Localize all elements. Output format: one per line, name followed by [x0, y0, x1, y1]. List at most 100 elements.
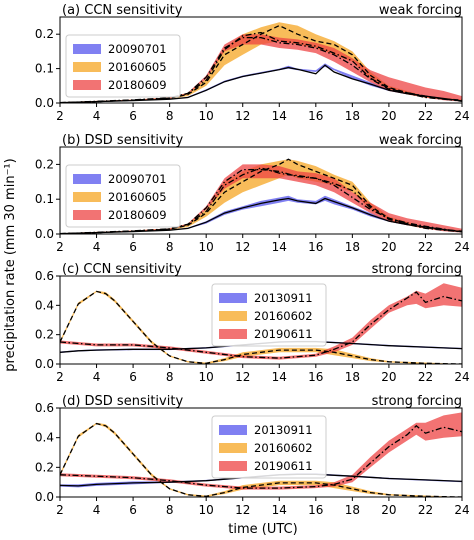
legend-swatch-20180609: [73, 210, 101, 220]
legend-label: 20160605: [108, 190, 167, 204]
x-tick-label: 18: [345, 370, 360, 384]
axes-frame: [59, 407, 463, 498]
plot-area: [60, 158, 462, 234]
legend: 20090701 20160605 20180609: [65, 164, 181, 228]
legend-label: 20160602: [254, 309, 313, 323]
legend-label: 20180609: [108, 208, 167, 222]
legend-swatch-20160602: [219, 443, 247, 453]
x-tick-label: 24: [454, 370, 469, 384]
line-20090701-solid: [60, 64, 462, 103]
y-tick-label: 0.0: [35, 96, 54, 110]
legend-label: 20180609: [108, 78, 167, 92]
panel-title: (c) CCN sensitivity: [62, 262, 182, 277]
x-tick-label: 20: [381, 240, 396, 254]
x-tick-label: 8: [166, 240, 174, 254]
y-tick-label: 0.2: [35, 27, 54, 41]
x-tick-label: 22: [418, 370, 433, 384]
x-tick-label: 6: [129, 370, 137, 384]
legend: 20090701 20160605 20180609: [65, 34, 181, 98]
line-20160602-dashed: [60, 290, 462, 364]
x-tick-label: 14: [272, 240, 287, 254]
axes-frame: [59, 146, 463, 235]
y-tick-label: 0.2: [35, 157, 54, 171]
x-tick-label: 16: [308, 503, 323, 517]
y-axis-label: precipitation rate (mm 30 min⁻¹): [3, 158, 18, 371]
y-tick-label: 0.6: [35, 401, 54, 415]
legend-label: 20090701: [108, 42, 167, 56]
x-tick-label: 12: [235, 370, 250, 384]
legend-swatch-20180609: [73, 80, 101, 90]
x-tick-label: 2: [56, 370, 64, 384]
forcing-label: strong forcing: [372, 262, 462, 277]
legend-swatch-20190611: [219, 329, 247, 339]
line-20180609-dashdot: [60, 168, 462, 234]
legend-label: 20190611: [254, 327, 313, 341]
x-tick-label: 14: [272, 503, 287, 517]
x-tick-label: 16: [308, 240, 323, 254]
legend-swatch-20130911: [219, 425, 247, 435]
y-tick-label: 0.2: [35, 460, 54, 474]
x-tick-label: 22: [418, 109, 433, 123]
x-tick-label: 8: [166, 370, 174, 384]
x-tick-label: 24: [454, 109, 469, 123]
legend-swatch-20190611: [219, 461, 247, 471]
x-tick-label: 10: [199, 109, 214, 123]
x-tick-label: 22: [418, 240, 433, 254]
panel-title: (d) DSD sensitivity: [62, 394, 183, 409]
axes-frame: [59, 275, 463, 365]
forcing-label: weak forcing: [379, 133, 462, 148]
y-tick-label: 0.2: [35, 328, 54, 342]
x-tick-label: 2: [56, 109, 64, 123]
x-tick-label: 10: [199, 503, 214, 517]
x-tick-label: 4: [93, 370, 101, 384]
legend-label: 20160605: [108, 60, 167, 74]
legend-label: 20190611: [254, 459, 313, 473]
line-20190611-dashdot: [60, 291, 462, 359]
legend-swatch-20160605: [73, 62, 101, 72]
x-tick-label: 12: [235, 109, 250, 123]
legend-swatch-20090701: [73, 44, 101, 54]
panels: 2 4 6 8 10 12 14 16 18 20 22 240.00.10.2(a) CCN sen…: [35, 3, 470, 517]
legend-label: 20160602: [254, 441, 313, 455]
x-tick-label: 10: [199, 240, 214, 254]
legend: 20130911 20160602 20190611: [211, 415, 327, 479]
x-tick-label: 24: [454, 240, 469, 254]
panel-a: 2 4 6 8 10 12 14 16 18 20 22 240.00.10.2(a) CCN sen…: [35, 3, 470, 123]
x-tick-label: 24: [454, 503, 469, 517]
x-tick-label: 18: [345, 109, 360, 123]
forcing-label: weak forcing: [379, 3, 462, 18]
panel-b: 2 4 6 8 10 12 14 16 18 20 22 240.00.10.2(b) DSD sen…: [35, 133, 470, 254]
x-tick-label: 16: [308, 370, 323, 384]
axes-frame: [59, 16, 463, 104]
x-tick-label: 20: [381, 109, 396, 123]
x-tick-label: 8: [166, 503, 174, 517]
legend-swatch-20090701: [73, 174, 101, 184]
legend-swatch-20160605: [73, 192, 101, 202]
legend: 20130911 20160602 20190611: [211, 283, 327, 347]
x-tick-label: 2: [56, 503, 64, 517]
x-tick-label: 16: [308, 109, 323, 123]
y-tick-label: 0.1: [35, 192, 54, 206]
y-tick-label: 0.0: [35, 227, 54, 241]
panel-c: 2 4 6 8 10 12 14 16 18 20 22 240.00.20.40.6 (c) CCN …: [35, 262, 470, 384]
x-tick-label: 6: [129, 109, 137, 123]
x-tick-label: 18: [345, 240, 360, 254]
x-tick-label: 20: [381, 503, 396, 517]
x-tick-label: 14: [272, 109, 287, 123]
x-tick-label: 6: [129, 240, 137, 254]
line-20090701-solid: [60, 197, 462, 234]
x-tick-label: 10: [199, 370, 214, 384]
x-axis-label: time (UTC): [228, 522, 297, 537]
x-tick-label: 6: [129, 503, 137, 517]
y-tick-label: 0.1: [35, 62, 54, 76]
x-tick-label: 14: [272, 370, 287, 384]
legend-swatch-20160602: [219, 311, 247, 321]
x-tick-label: 12: [235, 240, 250, 254]
panel-title: (a) CCN sensitivity: [62, 3, 183, 18]
y-tick-label: 0.4: [35, 431, 54, 445]
x-tick-label: 2: [56, 240, 64, 254]
x-tick-label: 22: [418, 503, 433, 517]
x-tick-label: 12: [235, 503, 250, 517]
legend-label: 20130911: [254, 423, 313, 437]
